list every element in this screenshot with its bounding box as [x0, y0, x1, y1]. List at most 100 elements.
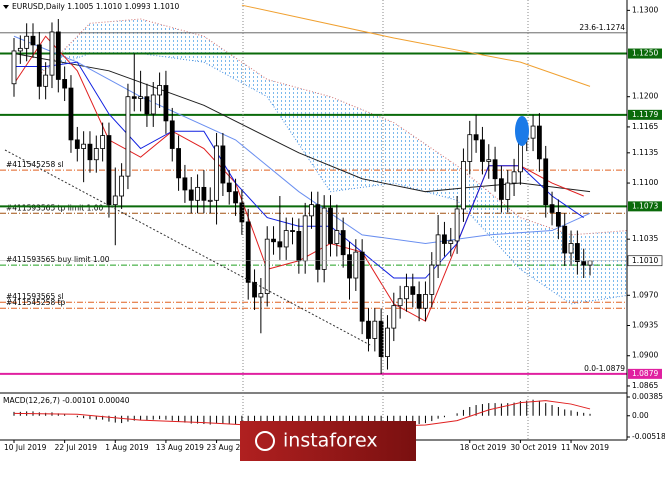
candle-body [226, 182, 232, 193]
order-label: #411593565 sl [6, 292, 64, 301]
candle-body [271, 238, 276, 243]
candle-body [397, 298, 403, 307]
x-tick-label: 18 Oct 2019 [460, 443, 507, 452]
candle-body [302, 215, 308, 262]
candle-body [404, 286, 409, 300]
candle-body [410, 286, 416, 295]
candle-body [81, 143, 87, 149]
candle-body [68, 87, 74, 141]
candle-body [112, 195, 118, 206]
y-tick-label: 1.1165 [632, 122, 658, 131]
candle-body [11, 50, 17, 85]
level-tag [628, 48, 662, 59]
y-tick-label: 1.1135 [632, 148, 658, 157]
candle-body [549, 204, 555, 213]
candle-body [62, 79, 68, 89]
candle-body [340, 230, 346, 256]
candle-body [214, 145, 219, 201]
watermark-box [240, 421, 416, 461]
candle-body [473, 134, 479, 141]
candle-body [499, 178, 504, 200]
candle-body [366, 320, 371, 339]
level-tag-label: 1.1250 [632, 49, 658, 58]
candle-body [169, 120, 175, 149]
price-panel: #411545258 sl #411593565 tp limit 1.00 #41… [0, 4, 665, 452]
y-tick-label: 1.0935 [632, 321, 658, 330]
y-tick-label: -0.00518 [632, 432, 665, 441]
candle-body [74, 139, 80, 149]
candle-body [296, 231, 302, 262]
ichimoku-cloud [39, 18, 629, 304]
candle-body [157, 85, 162, 96]
candle-body [245, 221, 251, 283]
candle-body [328, 207, 333, 244]
order-label: #411545258 tp [6, 298, 66, 307]
x-tick-label: 23 Aug 2019 [207, 443, 255, 452]
candle-body [429, 264, 435, 295]
candle-body [49, 31, 55, 76]
order-label: #411593565 tp limit 1.00 [6, 203, 104, 212]
candle-body [448, 240, 454, 244]
order-label: #411545258 sl [6, 160, 64, 169]
candle-body [258, 293, 264, 298]
fib-label: 23.6-1.1274 [579, 23, 625, 32]
candle-body [442, 234, 447, 244]
candle-body [207, 199, 213, 202]
watermark-text: instaforex [283, 430, 378, 452]
candle-body [30, 35, 36, 46]
order-label: #411593565 buy limit 1.00 [6, 255, 110, 264]
watermark: instaforex [240, 421, 416, 461]
highlight-ellipse [515, 116, 529, 146]
x-tick-label: 1 Aug 2019 [105, 443, 148, 452]
candle-body [486, 159, 492, 162]
candle-body [290, 230, 295, 232]
level-tag-label: 1.0879 [632, 369, 658, 378]
candle-body [416, 294, 422, 309]
candle-body [587, 260, 593, 266]
candle-body [511, 171, 517, 184]
candle-body [24, 35, 30, 49]
x-tick-label: 13 Aug 2019 [156, 443, 204, 452]
candle-body [505, 182, 511, 200]
watermark-logo [255, 431, 275, 451]
candle-body [138, 96, 144, 99]
candle-body [176, 148, 181, 179]
candle-body [119, 175, 125, 197]
current-price-label: 1.1010 [632, 256, 658, 265]
x-tick-label: 22 Jul 2019 [55, 443, 98, 452]
candle-body [36, 44, 42, 87]
candle-body [150, 94, 156, 115]
candle-body [423, 294, 428, 309]
level-tag [628, 201, 662, 212]
y-tick-label: 1.1035 [632, 234, 658, 243]
candle-body [17, 47, 23, 52]
candle-body [188, 189, 194, 201]
x-tick-label: 11 Nov 2019 [561, 443, 609, 452]
level-tag-label: 1.1179 [632, 110, 658, 119]
candle-body [480, 139, 485, 162]
candle-body [467, 134, 473, 162]
candle-body [144, 96, 150, 115]
candle-body [55, 31, 61, 80]
candle-body [461, 161, 466, 210]
x-tick-label: 30 Oct 2019 [510, 443, 557, 452]
candle-body [239, 202, 245, 223]
candle-body [562, 225, 568, 254]
candle-body [93, 148, 99, 161]
header-icon [3, 5, 9, 9]
candle-body [201, 186, 207, 201]
y-tick-label: 1.1300 [632, 5, 658, 14]
candle-body [391, 305, 397, 329]
candle-body [315, 204, 321, 270]
x-tick-label: 10 Jul 2019 [4, 443, 47, 452]
candle-body [334, 230, 340, 244]
candle-body [100, 135, 106, 149]
candle-body [182, 177, 188, 191]
candle-body [492, 159, 498, 180]
candle-body [385, 327, 390, 357]
y-tick-label: 0.00385 [632, 392, 663, 401]
candle-body [555, 212, 561, 227]
level-tag [628, 109, 662, 120]
trend-line [4, 149, 373, 347]
